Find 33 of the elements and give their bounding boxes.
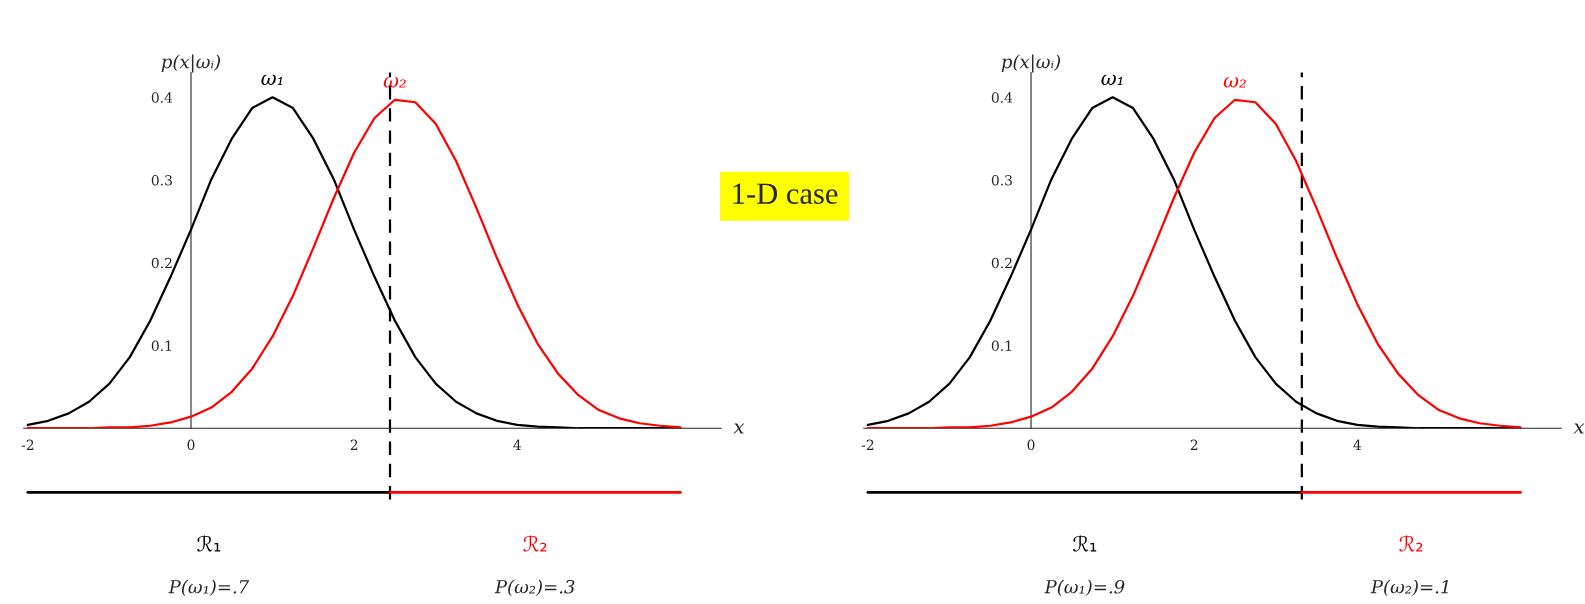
y-axis-title: p(x|ωᵢ) xyxy=(161,54,220,73)
x-axis-title: x xyxy=(733,423,745,434)
x-tick-label: -2 xyxy=(21,439,34,450)
series-label: ω₁ xyxy=(261,74,283,85)
y-tick-label: 0.2 xyxy=(991,257,1012,269)
y-tick-label: 0.1 xyxy=(151,340,171,351)
text: ℛ₂ xyxy=(523,535,547,552)
x-tick-label: 2 xyxy=(1190,439,1198,450)
series-label: ω₂ xyxy=(383,77,406,88)
text: 1-D case xyxy=(733,183,838,204)
x-tick-label: -2 xyxy=(861,439,874,450)
x-tick-label: 0 xyxy=(1027,439,1035,451)
x-tick-label: 0 xyxy=(187,439,195,451)
text: P(ω₁)=.9 xyxy=(1044,579,1125,597)
y-axis-title: p(x|ωᵢ) xyxy=(1001,54,1061,73)
y-tick-label: 0.4 xyxy=(991,92,1013,103)
text: ℛ₂ xyxy=(1399,535,1423,552)
x-tick-label: 2 xyxy=(350,439,358,450)
text: P(ω₂)=.1 xyxy=(1370,579,1448,597)
text: P(ω₁)=.7 xyxy=(168,579,250,597)
text: ℛ₁ xyxy=(197,535,221,552)
y-tick-label: 0.1 xyxy=(991,340,1012,351)
y-tick-label: 0.2 xyxy=(151,257,172,269)
text: P(ω₂)=.3 xyxy=(494,579,575,597)
text: ℛ₁ xyxy=(1073,535,1097,552)
x-axis-title: x xyxy=(1573,423,1585,434)
y-tick-label: 0.3 xyxy=(991,175,1012,186)
x-tick-label: 4 xyxy=(513,439,521,450)
series-label: ω₁ xyxy=(1101,74,1123,85)
series-label: ω₂ xyxy=(1223,77,1246,88)
y-tick-label: 0.4 xyxy=(151,92,173,103)
x-tick-label: 4 xyxy=(1353,439,1362,450)
y-tick-label: 0.3 xyxy=(151,175,172,186)
